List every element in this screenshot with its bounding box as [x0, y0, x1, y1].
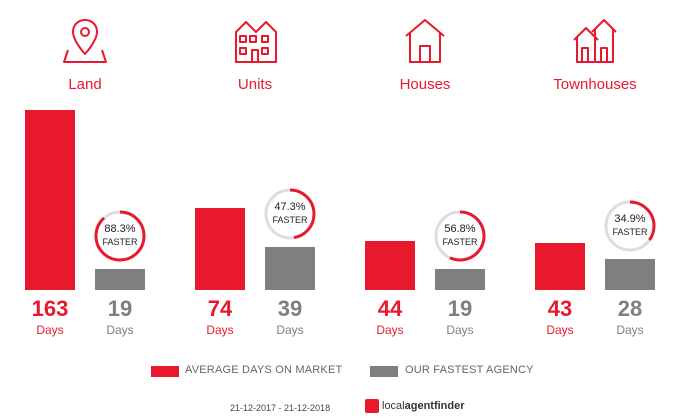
days-unit-label: Days: [376, 323, 404, 337]
faster-badge: 56.8% FASTER: [434, 210, 486, 262]
days-unit-label: Days: [36, 323, 64, 337]
faster-percent: 56.8%: [444, 223, 476, 236]
bar-fastest-agency: [435, 269, 485, 290]
category-label: Townhouses: [553, 76, 637, 93]
faster-ring-arc: [264, 188, 316, 240]
brand-name-local: local: [382, 400, 405, 412]
brand-name: localagentfinder: [382, 400, 465, 412]
bar-avg-days: [365, 241, 415, 290]
faster-ring-arc: [604, 200, 656, 252]
brand-name-agentfinder: agentfinder: [404, 400, 465, 412]
house-icon: [400, 14, 450, 64]
category-label: Land: [68, 76, 102, 93]
days-unit-label: Days: [276, 323, 304, 337]
bar-fastest-agency: [95, 269, 145, 290]
fastest-days-value: 28: [617, 296, 643, 321]
days-unit-label: Days: [106, 323, 134, 337]
fastest-days-value: 19: [447, 296, 473, 321]
category-label: Houses: [399, 76, 451, 93]
avg-days-value: 74: [207, 296, 233, 321]
days-unit-label: Days: [446, 323, 474, 337]
fastest-days-value: 19: [107, 296, 133, 321]
faster-ring-arc: [434, 210, 486, 262]
faster-badge: 34.9% FASTER: [604, 200, 656, 252]
faster-percent: 47.3%: [274, 200, 306, 213]
days-unit-label: Days: [206, 323, 234, 337]
faster-label: FASTER: [612, 227, 648, 238]
brand-logo-icon: [365, 399, 379, 413]
faster-label: FASTER: [102, 237, 138, 248]
units-building-icon: [230, 14, 280, 64]
days-unit-label: Days: [546, 323, 574, 337]
avg-days-value: 43: [547, 296, 573, 321]
bar-fastest-agency: [605, 259, 655, 290]
fastest-days-value: 39: [277, 296, 303, 321]
townhouses-icon: [570, 14, 620, 64]
faster-badge: 88.3% FASTER: [94, 210, 146, 262]
faster-ring-arc: [94, 210, 146, 262]
faster-label: FASTER: [442, 237, 478, 248]
land-pin-icon: [60, 14, 110, 64]
faster-badge: 47.3% FASTER: [264, 188, 316, 240]
bar-fastest-agency: [265, 246, 315, 290]
avg-days-value: 163: [31, 296, 69, 321]
bar-avg-days: [25, 110, 75, 290]
bar-avg-days: [535, 242, 585, 290]
category-label: Units: [237, 76, 273, 93]
faster-percent: 88.3%: [104, 223, 136, 236]
legend-fast-label: OUR FASTEST AGENCY: [405, 364, 534, 376]
days-unit-label: Days: [616, 323, 644, 337]
legend-fast-swatch: [370, 366, 398, 377]
bar-avg-days: [195, 208, 245, 290]
faster-percent: 34.9%: [614, 213, 646, 226]
legend-avg-swatch: [151, 366, 179, 377]
faster-label: FASTER: [272, 214, 308, 225]
date-range: 21-12-2017 - 21-12-2018: [230, 403, 331, 413]
avg-days-value: 44: [377, 296, 403, 321]
legend-avg-label: AVERAGE DAYS ON MARKET: [185, 364, 343, 376]
